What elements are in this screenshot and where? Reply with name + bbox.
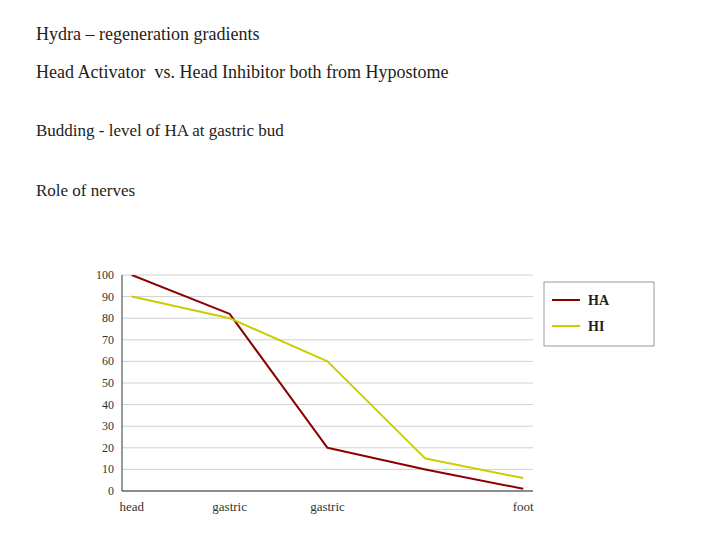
grid-line [122,318,533,319]
grid-line [122,383,533,384]
legend: HA HI [544,282,654,346]
title: Hydra – regeneration gradients [36,24,259,44]
y-tick-label: 40 [102,398,114,412]
grid-line [122,469,533,470]
grid-line [122,404,533,405]
chart: Hydra – regeneration gradients Head Activ… [0,0,720,540]
background [0,0,720,540]
y-tick-label: 50 [102,376,114,390]
annotation: Role of nerves [36,181,135,200]
x-tick-label: foot [513,499,534,514]
y-tick-label: 30 [102,419,114,433]
legend-label: HI [588,319,604,334]
grid-line [122,426,533,427]
legend-swatch [552,325,580,327]
y-tick-label: 100 [96,268,114,282]
grid-line [122,339,533,340]
y-axis [122,275,123,491]
legend-swatch [552,299,580,301]
y-tick-label: 20 [102,441,114,455]
subtitle: Head Activator vs. Head Inhibitor both f… [36,62,448,82]
grid-line [122,275,533,276]
y-tick-label: 60 [102,354,114,368]
y-tick-label: 0 [108,484,114,498]
y-tick-label: 90 [102,290,114,304]
x-tick-label: gastric [212,499,247,514]
series-line [132,275,523,489]
y-tick-label: 70 [102,333,114,347]
y-tick-label: 80 [102,311,114,325]
x-tick-label: head [120,499,145,514]
plot-area [132,275,523,489]
legend-box [544,282,654,346]
y-tick-label: 10 [102,462,114,476]
x-axis [122,491,533,492]
x-tick-label: gastric [310,499,345,514]
grid-line [122,491,533,492]
series-line [132,297,523,478]
legend-label: HA [588,293,610,308]
annotation: Budding - level of HA at gastric bud [36,121,284,140]
